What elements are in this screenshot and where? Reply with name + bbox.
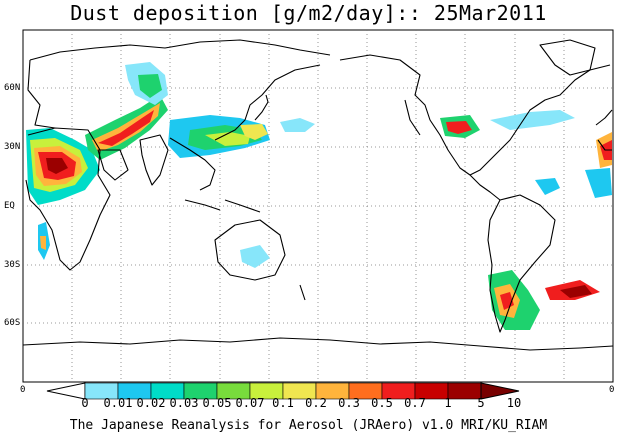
lat-label-60s: 60S — [4, 318, 21, 328]
coastlines — [22, 39, 614, 351]
colorbar-tick-label: 0.05 — [202, 396, 232, 410]
lat-label-30n: 30N — [4, 142, 21, 152]
colorbar-right-arrow — [480, 382, 520, 400]
eurasia-coast — [29, 39, 331, 61]
antarctica-coast — [22, 337, 614, 351]
colorbar-tick-label: 1 — [444, 396, 452, 410]
colorbar-tick-label: 0.5 — [371, 396, 393, 410]
gridlines — [23, 30, 613, 382]
india-coast — [139, 134, 169, 186]
lat-label-60n: 60N — [4, 83, 21, 93]
colorbar-tick-label: 0.1 — [272, 396, 294, 410]
lat-label-30s: 30S — [4, 260, 21, 270]
dust-plumes — [26, 62, 612, 330]
japan-coast — [254, 94, 269, 121]
colorbar — [46, 382, 520, 400]
colorbar-box — [447, 382, 482, 400]
lat-label-eq: EQ — [4, 201, 15, 211]
colorbar-left-arrow — [46, 382, 86, 400]
colorbar-tick-label: 10 — [506, 396, 522, 410]
footer-credit: The Japanese Reanalysis for Aerosol (JRA… — [69, 418, 548, 433]
colorbar-tick-label: 0.01 — [103, 396, 133, 410]
map-title: Dust deposition [g/m2/day]:: 25Mar2011 — [70, 1, 547, 25]
lon-label-left: 0 — [20, 385, 26, 395]
australia-coast — [214, 219, 286, 281]
colorbar-tick-label: 0.03 — [169, 396, 199, 410]
north-america-coast — [339, 54, 611, 176]
colorbar-tick-label: 0.3 — [338, 396, 360, 410]
colorbar-tick-label: 0.7 — [404, 396, 426, 410]
colorbar-tick-label: 0 — [81, 396, 89, 410]
south-america-coast — [487, 194, 556, 333]
colorbar-tick-label: 0.2 — [305, 396, 327, 410]
colorbar-tick-label: 0.07 — [235, 396, 265, 410]
lon-label-right: 0 — [609, 385, 615, 395]
africa-coast — [25, 127, 111, 271]
colorbar-tick-label: 0.02 — [136, 396, 166, 410]
colorbar-tick-label: 5 — [477, 396, 485, 410]
